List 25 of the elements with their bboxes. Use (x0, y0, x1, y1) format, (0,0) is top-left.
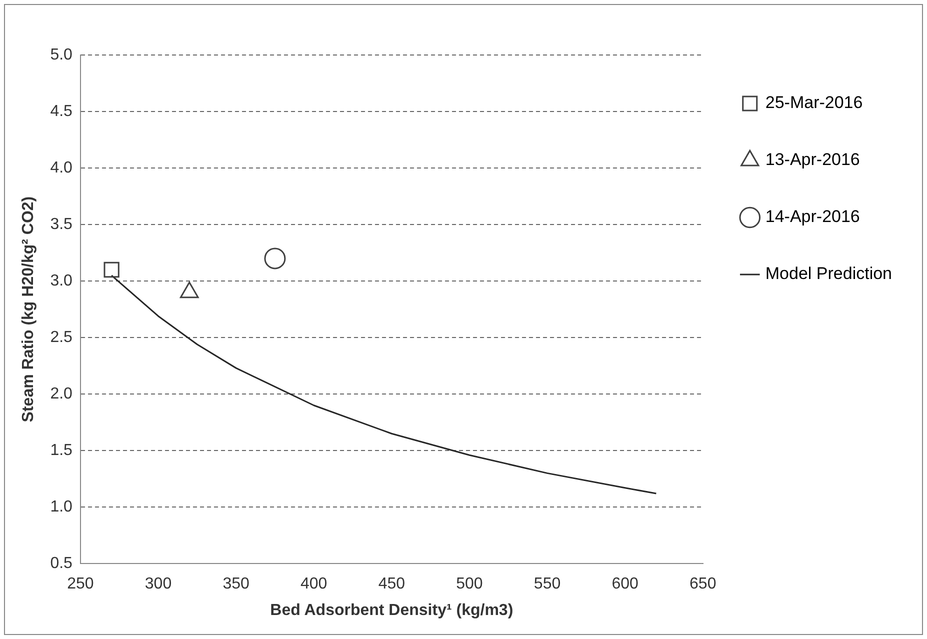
y-tick-label: 1.0 (50, 498, 73, 516)
legend-label: 13-Apr-2016 (765, 150, 860, 170)
x-tick-label: 600 (612, 576, 639, 593)
x-tick-label: 650 (690, 576, 716, 593)
x-tick-label: 500 (456, 576, 483, 593)
y-axis-title: Steam Ratio (kg H20/kg² CO2) (20, 196, 38, 422)
y-tick-label: 3.0 (50, 272, 73, 290)
legend-label: 25-Mar-2016 (765, 93, 863, 112)
x-tick-label: 400 (300, 576, 328, 593)
y-tick-label: 4.0 (50, 159, 73, 176)
legend-label: Model Prediction (765, 264, 892, 284)
y-tick-label: 2.0 (50, 385, 73, 402)
x-axis-title: Bed Adsorbent Density¹ (kg/m3) (270, 602, 514, 619)
x-tick-label: 300 (144, 576, 172, 593)
y-tick-label: 5.0 (50, 46, 73, 64)
x-tick-label: 350 (222, 576, 250, 593)
legend-label: 14-Apr-2016 (765, 207, 860, 226)
y-tick-label: 2.5 (50, 328, 73, 346)
y-tick-label: 0.5 (50, 555, 73, 572)
x-tick-label: 250 (67, 576, 94, 593)
y-tick-label: 1.5 (50, 442, 73, 459)
y-tick-label: 3.5 (50, 216, 73, 233)
y-tick-label: 4.5 (50, 102, 73, 120)
x-tick-label: 450 (378, 576, 406, 593)
x-tick-label: 550 (534, 576, 561, 593)
